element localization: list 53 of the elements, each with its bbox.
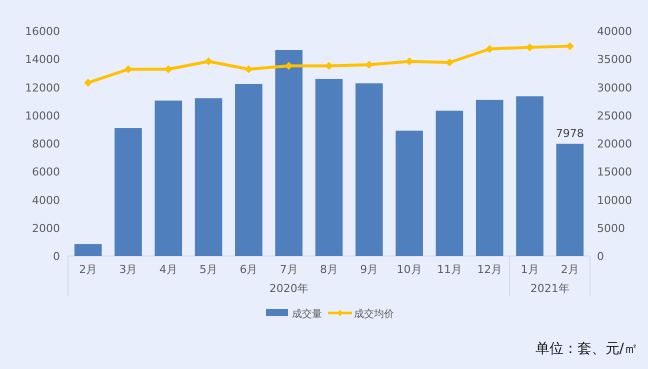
x-tick-label: 6月	[240, 263, 258, 276]
x-tick-label: 8月	[320, 263, 338, 276]
y-tick-label: 14000	[25, 53, 60, 66]
bar	[516, 96, 544, 256]
legend-label: 成交均价	[354, 308, 394, 320]
y2-tick-label: 10000	[597, 194, 632, 207]
x-tick-label: 5月	[200, 263, 218, 276]
bar	[74, 244, 102, 256]
x-tick-label: 4月	[159, 263, 178, 276]
y-tick-label: 2000	[32, 222, 60, 235]
bar	[436, 110, 464, 256]
x-tick-label: 12月	[477, 263, 502, 276]
y-tick-label: 10000	[25, 109, 60, 122]
x-tick-label: 10月	[396, 263, 422, 276]
y2-tick-label: 30000	[597, 81, 632, 94]
y-tick-label: 0	[53, 250, 60, 263]
point	[204, 57, 213, 66]
point	[84, 78, 92, 87]
x-tick-label: 7月	[280, 263, 298, 276]
bar	[194, 98, 222, 256]
y2-tick-label: 15000	[597, 166, 632, 179]
legend-label: 成交量	[292, 308, 322, 320]
bar	[275, 50, 302, 256]
y2-tick-label: 5000	[597, 222, 625, 235]
bar	[476, 100, 504, 256]
bar	[556, 144, 584, 256]
x-tick-label: 3月	[119, 263, 138, 276]
y2-tick-label: 25000	[597, 109, 632, 122]
data-label: 7978	[556, 126, 584, 140]
y2-tick-label: 20000	[597, 138, 632, 150]
text: 2020年	[269, 282, 308, 295]
y2-tick-label: 35000	[597, 53, 632, 66]
y-tick-label: 16000	[25, 25, 60, 38]
text: 2021年	[530, 282, 570, 295]
y-tick-label: 8000	[32, 138, 60, 150]
y-tick-label: 6000	[32, 166, 60, 179]
bar	[396, 130, 423, 256]
point	[325, 62, 333, 70]
y-tick-label: 12000	[25, 81, 60, 94]
x-tick-label: 9月	[360, 263, 378, 276]
bar	[114, 128, 142, 256]
text: 单位：套、元/㎡	[535, 341, 638, 357]
bar	[356, 83, 383, 256]
x-tick-label: 2月	[79, 263, 98, 276]
y2-tick-label: 0	[597, 250, 604, 263]
x-tick-label: 1月	[520, 263, 539, 276]
bar	[154, 100, 182, 256]
y-tick-label: 4000	[32, 194, 60, 207]
x-tick-label: 2月	[560, 263, 579, 276]
bar	[235, 84, 262, 256]
y2-tick-label: 40000	[597, 25, 632, 38]
x-tick-label: 11月	[436, 263, 462, 276]
bar	[315, 78, 343, 256]
